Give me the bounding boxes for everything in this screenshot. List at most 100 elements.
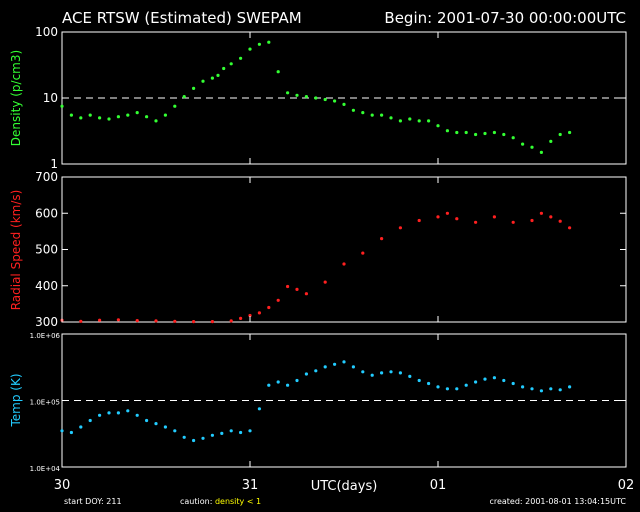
density-point: [79, 116, 83, 120]
speed-point: [210, 320, 214, 324]
speed-point: [173, 319, 177, 323]
temp-point: [60, 429, 64, 433]
speed-point: [304, 292, 308, 296]
temp-ytick-label: 1.0E+06: [30, 332, 61, 340]
temp-point: [370, 373, 374, 377]
density-point: [145, 115, 149, 119]
density-point: [351, 108, 355, 112]
temp-point: [408, 374, 412, 378]
speed-point: [257, 311, 261, 315]
speed-point: [154, 319, 158, 323]
density-point: [380, 113, 384, 117]
density-point: [163, 113, 167, 117]
speed-point: [286, 284, 290, 289]
speed-point: [276, 298, 280, 302]
speed-point: [398, 226, 402, 230]
temp-point: [549, 387, 553, 391]
density-point: [182, 95, 186, 99]
temp-point: [79, 425, 83, 429]
density-ytick-label: 100: [35, 25, 58, 39]
temp-point: [511, 381, 515, 386]
temp-point: [239, 430, 243, 435]
density-point: [323, 97, 327, 102]
density-point: [483, 131, 487, 136]
temp-point: [210, 433, 214, 437]
temp-point: [88, 418, 92, 423]
temp-panel: 1.0E+04 1.0E+05 1.0E+06 Temp (K): [9, 332, 627, 473]
density-panel: 1 10 100 Density (p/cm3): [9, 25, 627, 171]
density-point: [568, 130, 572, 135]
density-point: [229, 62, 233, 66]
speed-point: [116, 318, 120, 322]
density-point: [549, 139, 553, 143]
temp-point: [351, 365, 355, 369]
density-point: [88, 113, 92, 117]
speed-point: [511, 220, 515, 224]
speed-point: [192, 320, 196, 324]
density-point: [210, 76, 214, 80]
temp-point: [417, 378, 421, 383]
temp-point: [502, 378, 506, 383]
temp-point: [116, 411, 120, 415]
temp-point: [558, 388, 562, 392]
density-point: [521, 142, 525, 146]
speed-point: [361, 251, 365, 255]
speed-point: [323, 280, 327, 284]
density-point: [116, 115, 120, 119]
temp-point: [267, 383, 271, 387]
density-point: [257, 42, 261, 46]
created-time: created: 2001-08-01 13:04:15UTC: [489, 497, 626, 506]
density-point: [216, 73, 220, 77]
speed-point: [380, 237, 384, 241]
speed-point: [248, 313, 252, 318]
density-point: [511, 136, 515, 140]
density-point: [474, 132, 478, 137]
density-ylabel: Density (p/cm3): [9, 50, 23, 146]
density-point: [304, 95, 308, 99]
speed-point: [342, 262, 346, 266]
density-point: [389, 116, 393, 120]
temp-point: [333, 362, 337, 366]
temp-point: [361, 370, 365, 374]
temp-point: [257, 407, 261, 411]
temp-point: [464, 383, 468, 387]
temp-point: [276, 380, 280, 384]
speed-point: [568, 226, 572, 230]
temp-ytick-label: 1.0E+05: [30, 399, 60, 407]
speed-ytick-label: 400: [35, 279, 58, 293]
temp-point: [220, 431, 224, 435]
speed-point: [549, 215, 553, 219]
density-point: [464, 130, 468, 135]
start-doy: start DOY: 211: [64, 497, 122, 506]
temp-ytick-label: 1.0E+04: [30, 465, 61, 473]
x-tick-label: 30: [54, 478, 71, 493]
density-point: [276, 70, 280, 74]
density-point: [286, 91, 290, 95]
density-point: [239, 56, 243, 60]
speed-tick-group: 300 400 500 600 700: [35, 170, 626, 329]
density-point: [107, 117, 111, 121]
density-point: [69, 113, 73, 117]
density-point: [314, 96, 318, 100]
speed-point: [492, 215, 496, 219]
temp-point: [436, 385, 440, 389]
density-point: [135, 111, 139, 115]
density-point: [267, 40, 271, 44]
temp-point: [201, 436, 205, 440]
speed-point: [474, 220, 478, 224]
density-point: [492, 130, 496, 135]
begin-time: Begin: 2001-07-30 00:00:00UTC: [384, 9, 626, 27]
temp-point: [182, 435, 186, 439]
speed-point: [135, 319, 139, 323]
density-point: [539, 150, 544, 154]
temp-point: [539, 389, 544, 393]
temp-point: [135, 413, 139, 417]
temp-point: [107, 411, 111, 415]
temp-point: [323, 365, 327, 369]
density-point: [445, 129, 449, 133]
speed-point: [98, 318, 102, 322]
density-ytick-label: 10: [43, 91, 58, 105]
density-point: [248, 47, 252, 51]
temp-point: [314, 369, 318, 373]
caution-label: caution:: [180, 497, 213, 506]
